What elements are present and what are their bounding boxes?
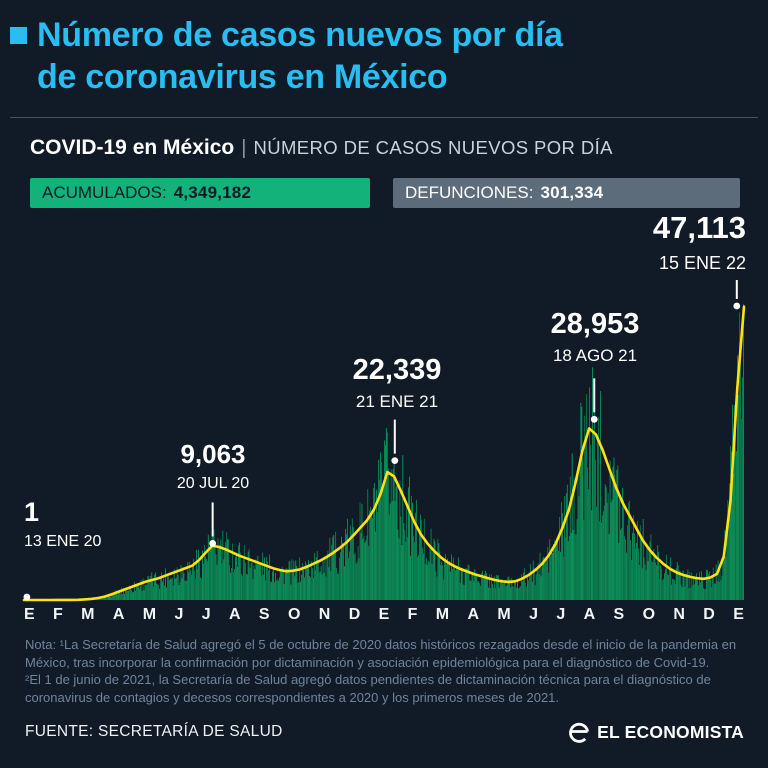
accumulated-value: 4,349,182 — [173, 183, 252, 202]
footnote-line2: ²El 1 de junio de 2021, la Secretaría de… — [25, 672, 711, 705]
month-label: J — [556, 606, 566, 623]
month-label: S — [613, 606, 625, 623]
month-label: A — [583, 606, 596, 623]
cases-chart — [22, 280, 746, 602]
page-title: Número de casos nuevos por día de corona… — [37, 14, 563, 98]
month-label: M — [142, 606, 157, 623]
page-title-line1: Número de casos nuevos por día — [37, 16, 563, 54]
deaths-value: 301,334 — [540, 183, 604, 202]
annotation-peak-ene21: 22,339 21 ENE 21 — [317, 355, 477, 412]
annotation-value: 47,113 — [652, 210, 746, 245]
month-label: J — [529, 606, 538, 623]
month-label: A — [229, 606, 241, 623]
annotation-peak-ago21: 28,953 18 AGO 21 — [515, 309, 675, 366]
month-label: N — [673, 606, 685, 623]
month-label: O — [642, 606, 656, 623]
subtitle-strong: COVID-19 en México — [30, 136, 235, 159]
month-label: A — [467, 606, 480, 623]
annotation-record-ene22: 47,113 15 ENE 22 — [652, 210, 746, 274]
annotation-peak-jul20: 9,063 20 JUL 20 — [133, 439, 293, 493]
title-bullet — [10, 27, 27, 44]
brand-logo: EL ECONOMISTA — [567, 720, 744, 744]
month-label: J — [174, 606, 184, 623]
month-label: A — [112, 606, 125, 623]
annotation-first-case: 1 13 ENE 20 — [24, 498, 101, 551]
deaths-label: DEFUNCIONES: — [405, 183, 534, 202]
deaths-badge: DEFUNCIONES: 301,334 — [393, 178, 740, 208]
footnote-line1: Nota: ¹La Secretaría de Salud agregó el … — [25, 637, 737, 670]
annotation-date: 20 JUL 20 — [176, 475, 250, 493]
annotation-value: 1 — [24, 497, 40, 527]
stat-badges: ACUMULADOS: 4,349,182 DEFUNCIONES: 301,3… — [30, 178, 740, 208]
month-label: F — [53, 606, 63, 623]
month-label: J — [201, 606, 211, 623]
subtitle-light: NÚMERO DE CASOS NUEVOS POR DÍA — [253, 137, 613, 158]
annotation-date: 21 ENE 21 — [355, 392, 439, 412]
month-label: M — [81, 606, 95, 623]
month-label: D — [703, 606, 715, 623]
footnote: Nota: ¹La Secretaría de Salud agregó el … — [25, 636, 747, 706]
annotation-value: 28,953 — [550, 308, 640, 340]
month-label: F — [407, 606, 418, 623]
accumulated-badge: ACUMULADOS: 4,349,182 — [30, 178, 370, 208]
annotation-value: 9,063 — [180, 439, 246, 469]
footer: FUENTE: SECRETARÍA DE SALUD EL ECONOMIST… — [25, 720, 744, 744]
brand-name: EL ECONOMISTA — [597, 721, 744, 742]
page-title-line2: de coronavirus en México — [37, 58, 448, 96]
subtitle-separator: | — [241, 137, 247, 159]
month-label: M — [435, 606, 450, 623]
header-divider — [10, 117, 758, 118]
annotation-date: 15 ENE 22 — [658, 252, 746, 273]
accumulated-label: ACUMULADOS: — [42, 183, 167, 202]
chart-subtitle: COVID-19 en México | NÚMERO DE CASOS NUEVO… — [30, 136, 613, 160]
source-credit: FUENTE: SECRETARÍA DE SALUD — [25, 723, 283, 740]
month-label: E — [378, 606, 390, 623]
annotation-date: 18 AGO 21 — [552, 346, 638, 366]
month-label: E — [733, 606, 744, 623]
month-label: E — [24, 606, 35, 623]
month-label: M — [497, 606, 511, 623]
annotation-date: 13 ENE 20 — [24, 533, 102, 551]
month-label: S — [258, 606, 270, 623]
annotation-value: 22,339 — [352, 354, 442, 386]
month-label: N — [318, 606, 331, 623]
month-label: O — [287, 606, 301, 623]
el-economista-e-icon — [569, 722, 590, 743]
month-label: D — [348, 606, 361, 623]
